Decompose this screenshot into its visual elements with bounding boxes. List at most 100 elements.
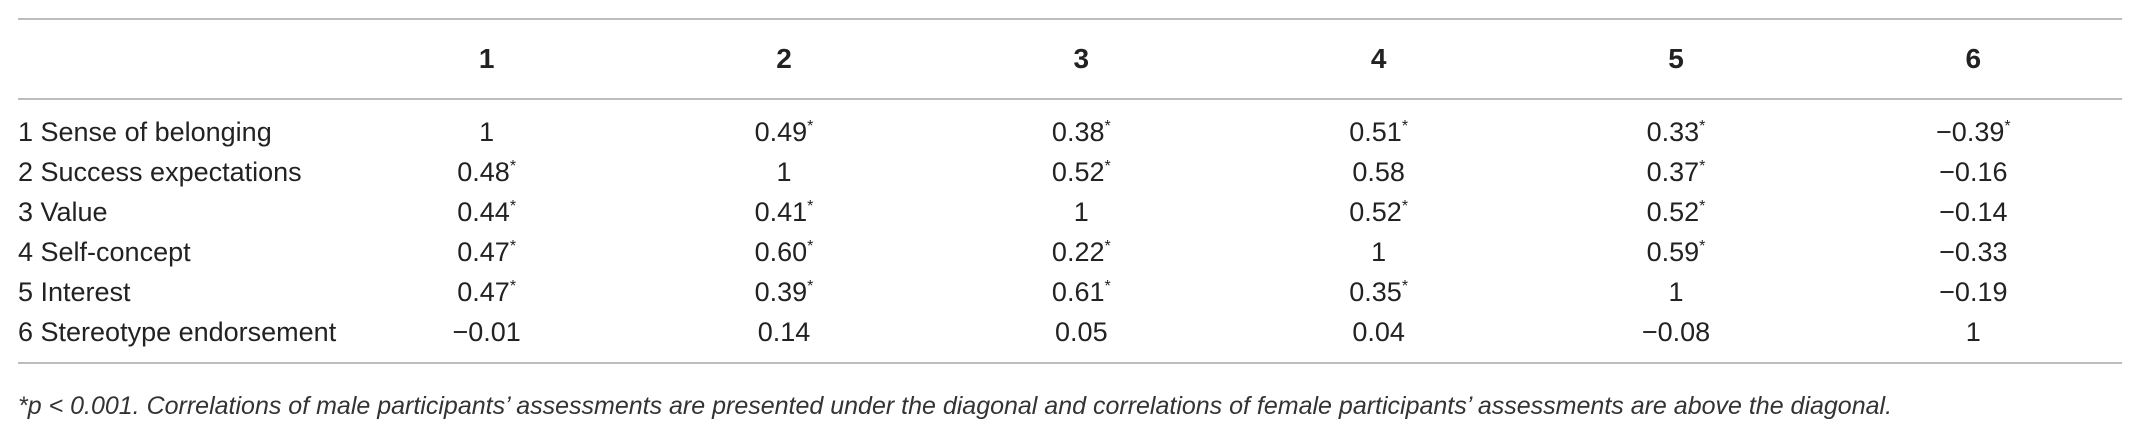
correlation-table: 1 2 3 4 5 6 xyxy=(18,20,2122,98)
table-cell: 0.59* xyxy=(1527,232,1824,272)
significance-marker: * xyxy=(807,197,814,215)
cell-value: 1 xyxy=(1073,196,1089,227)
header-row: 1 2 3 4 5 6 xyxy=(18,20,2122,98)
table-cell: −0.01 xyxy=(338,312,635,362)
table-cell: 1 xyxy=(1230,232,1527,272)
table-cell: 0.44* xyxy=(338,192,635,232)
significance-marker: * xyxy=(1401,117,1409,135)
header-cell-3: 3 xyxy=(1073,43,1090,74)
table-cell: −0.19 xyxy=(1825,272,2122,312)
cell-value: −0.01 xyxy=(452,316,521,347)
cell-value: 0.52 xyxy=(1646,196,1700,227)
cell-value: 1 xyxy=(1371,236,1387,267)
significance-marker: * xyxy=(1699,117,1706,135)
table-cell: 0.39* xyxy=(635,272,932,312)
table-row: 2 Success expectations 0.48* 1 0.52* 0.58 0.3… xyxy=(18,152,2122,192)
cell-value: 1 xyxy=(776,156,792,187)
table-header: 1 2 3 4 5 6 xyxy=(18,20,2122,98)
header-cell-5: 5 xyxy=(1668,43,1684,74)
table-body: 1 Sense of belonging 1 0.49* 0.38* 0.51* 0.33… xyxy=(18,100,2122,362)
header-cell-4: 4 xyxy=(1370,43,1387,74)
cell-value: 1 xyxy=(1965,316,1981,347)
cell-value: −0.33 xyxy=(1939,236,2008,267)
table-cell: 1 xyxy=(1527,272,1824,312)
table-row: 1 Sense of belonging 1 0.49* 0.38* 0.51* 0.33… xyxy=(18,100,2122,152)
significance-marker: * xyxy=(807,277,814,295)
cell-value: 1 xyxy=(479,116,495,147)
cell-value: 0.52 xyxy=(1349,196,1402,227)
table-cell: −0.08 xyxy=(1527,312,1824,362)
row-label: 3 Value xyxy=(18,196,108,227)
cell-value: 0.44 xyxy=(457,196,510,227)
table-cell: 0.51* xyxy=(1230,100,1527,152)
cell-value: 0.58 xyxy=(1352,156,1405,187)
table-top-rule xyxy=(18,18,2122,20)
table-cell: 0.49* xyxy=(635,100,932,152)
cell-value: 0.47 xyxy=(457,276,510,307)
cell-value: 0.33 xyxy=(1646,116,1700,147)
header-cell-1: 1 xyxy=(478,43,495,74)
table-cell: 0.33* xyxy=(1527,100,1824,152)
table-row: 5 Interest 0.47* 0.39* 0.61* 0.35* 1 −0.19 xyxy=(18,272,2122,312)
row-label: 4 Self-concept xyxy=(18,236,191,267)
correlation-table-body: 1 Sense of belonging 1 0.49* 0.38* 0.51* 0.33… xyxy=(18,100,2122,362)
table-cell: 0.58 xyxy=(1230,152,1527,192)
table-cell: 0.04 xyxy=(1230,312,1527,362)
table-cell: 1 xyxy=(1825,312,2122,362)
table-cell: 0.35* xyxy=(1230,272,1527,312)
table-row: 6 Stereotype endorsement −0.01 0.14 0.05 0.0… xyxy=(18,312,2122,362)
significance-marker: * xyxy=(1699,157,1706,175)
table-cell: 0.52* xyxy=(1230,192,1527,232)
table-cell: 1 xyxy=(933,192,1230,232)
table-header-rule xyxy=(18,98,2122,100)
significance-marker: * xyxy=(1401,197,1409,215)
row-label: 5 Interest xyxy=(18,276,131,307)
significance-marker: * xyxy=(1104,237,1111,255)
row-label: 6 Stereotype endorsement xyxy=(18,316,337,347)
cell-value: 0.37 xyxy=(1646,156,1700,187)
cell-value: −0.08 xyxy=(1641,316,1711,347)
correlation-table-container: 1 2 3 4 5 6 1 Sense of belonging 1 0.49* 0.… xyxy=(18,18,2122,364)
cell-value: −0.39 xyxy=(1936,116,2005,147)
row-label: 2 Success expectations xyxy=(18,156,302,187)
header-cell-2: 2 xyxy=(776,43,792,74)
table-cell: 1 xyxy=(635,152,932,192)
table-row: 3 Value 0.44* 0.41* 1 0.52* 0.52* −0.14 xyxy=(18,192,2122,232)
table-bottom-rule xyxy=(18,362,2122,364)
table-cell: 0.61* xyxy=(933,272,1230,312)
table-cell: 0.48* xyxy=(338,152,635,192)
cell-value: 1 xyxy=(1668,276,1684,307)
table-cell: 0.22* xyxy=(933,232,1230,272)
significance-marker: * xyxy=(509,237,517,255)
significance-marker: * xyxy=(1699,197,1706,215)
table-cell: −0.16 xyxy=(1825,152,2122,192)
table-cell: 0.47* xyxy=(338,232,635,272)
row-label: 1 Sense of belonging xyxy=(18,116,272,147)
cell-value: 0.49 xyxy=(754,116,808,147)
cell-value: 0.48 xyxy=(457,156,510,187)
significance-marker: * xyxy=(807,117,814,135)
header-cell-label xyxy=(18,20,338,98)
significance-marker: * xyxy=(1104,117,1111,135)
table-cell: −0.33 xyxy=(1825,232,2122,272)
table-cell: 0.60* xyxy=(635,232,932,272)
table-footnote: *p < 0.001. Correlations of male partici… xyxy=(18,392,1893,420)
cell-value: −0.19 xyxy=(1939,276,2008,307)
significance-marker: * xyxy=(509,157,517,175)
significance-marker: * xyxy=(509,197,517,215)
cell-value: 0.41 xyxy=(754,196,808,227)
cell-value: 0.47 xyxy=(457,236,510,267)
significance-marker: * xyxy=(1401,277,1409,295)
significance-marker: * xyxy=(1104,157,1111,175)
table-cell: 0.52* xyxy=(1527,192,1824,232)
cell-value: 0.04 xyxy=(1352,316,1405,347)
table-cell: 1 xyxy=(338,100,635,152)
table-cell: 0.14 xyxy=(635,312,932,362)
cell-value: 0.52 xyxy=(1051,156,1105,187)
cell-value: 0.51 xyxy=(1349,116,1402,147)
header-cell-6: 6 xyxy=(1965,43,1982,74)
table-cell: 0.52* xyxy=(933,152,1230,192)
significance-marker: * xyxy=(2004,117,2011,135)
table-cell: −0.39* xyxy=(1825,100,2122,152)
cell-value: 0.05 xyxy=(1055,316,1108,347)
